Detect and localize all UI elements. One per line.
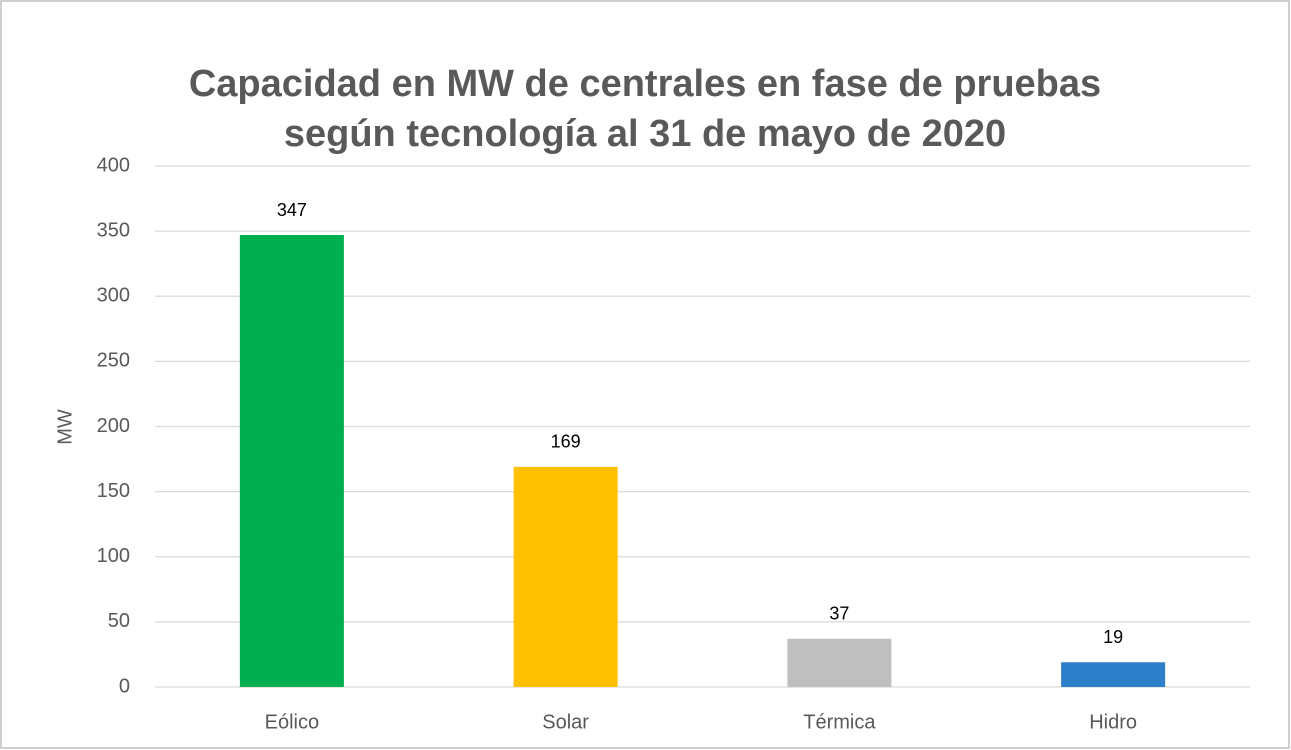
y-tick-label: 400 xyxy=(97,154,130,176)
x-tick-label: Térmica xyxy=(803,711,876,733)
y-tick-label: 300 xyxy=(97,285,130,307)
data-label: 347 xyxy=(277,200,307,220)
y-tick-label: 150 xyxy=(97,480,130,502)
y-axis-label: MW xyxy=(54,409,76,445)
y-tick-label: 200 xyxy=(97,415,130,437)
bar xyxy=(787,638,892,687)
data-label: 19 xyxy=(1103,627,1123,647)
chart-title: Capacidad en MW de centrales en fase de … xyxy=(189,63,1101,105)
data-label: 37 xyxy=(829,604,849,624)
data-label: 169 xyxy=(551,432,581,452)
y-tick-label: 0 xyxy=(119,675,130,697)
bar xyxy=(239,235,344,687)
x-tick-label: Solar xyxy=(542,711,589,733)
chart-title: según tecnología al 31 de mayo de 2020 xyxy=(284,113,1006,155)
x-tick-label: Eólico xyxy=(265,711,319,733)
y-tick-label: 50 xyxy=(108,610,130,632)
y-tick-label: 350 xyxy=(97,219,130,241)
bar xyxy=(1061,662,1166,687)
bar xyxy=(513,466,618,687)
y-tick-label: 100 xyxy=(97,545,130,567)
y-tick-label: 250 xyxy=(97,350,130,372)
x-tick-label: Hidro xyxy=(1089,711,1137,733)
